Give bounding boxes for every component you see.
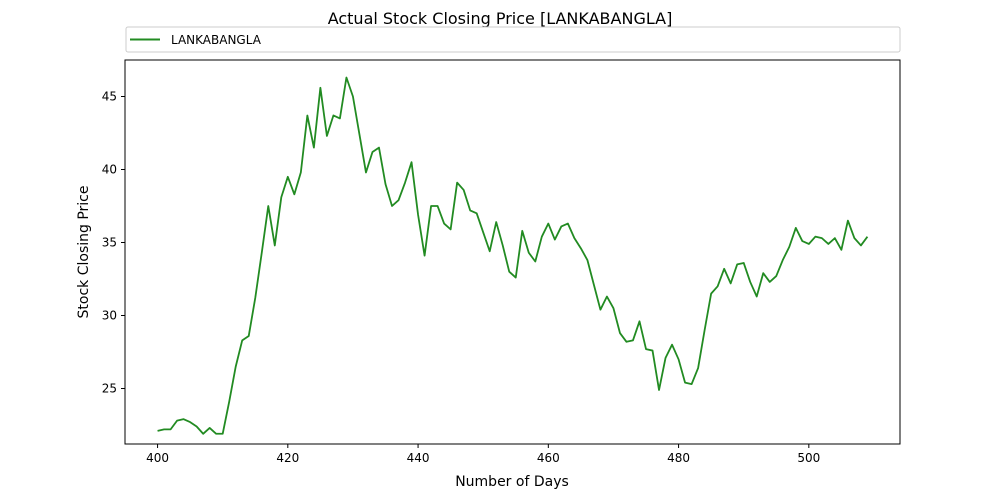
- x-tick-label: 480: [667, 451, 690, 465]
- x-tick-label: 400: [146, 451, 169, 465]
- x-axis: 400 420 440 460 480 500: [146, 444, 820, 465]
- series-line: [157, 76, 869, 435]
- x-tick-label: 440: [407, 451, 430, 465]
- series-layer: [157, 76, 869, 435]
- chart-title: Actual Stock Closing Price [LANKABANGLA]: [328, 9, 673, 28]
- y-tick-label: 35: [102, 236, 117, 250]
- x-tick-label: 420: [276, 451, 299, 465]
- y-tick-label: 45: [102, 90, 117, 104]
- y-tick-label: 30: [102, 309, 117, 323]
- plot-area: [124, 59, 901, 445]
- x-tick-label: 500: [797, 451, 820, 465]
- y-axis-label: Stock Closing Price: [76, 186, 92, 319]
- legend: LANKABANGLA: [125, 26, 901, 53]
- legend-box: [125, 26, 901, 53]
- y-tick-label: 40: [102, 163, 117, 177]
- y-axis: 25 30 35 40 45: [102, 90, 125, 396]
- legend-label: LANKABANGLA: [171, 33, 262, 47]
- x-tick-label: 460: [537, 451, 560, 465]
- y-tick-label: 25: [102, 382, 117, 396]
- x-axis-label: Number of Days: [455, 474, 569, 490]
